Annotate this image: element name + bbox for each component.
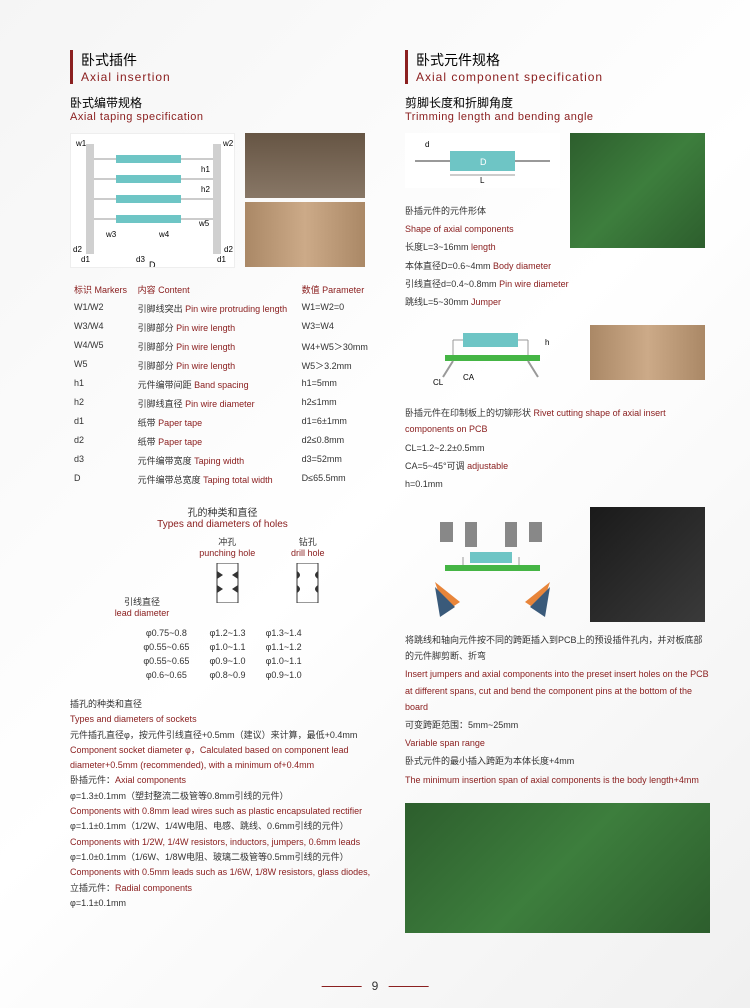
taping-diagram: w1 w2 h1 h2 w5 w3 w4 d2 d2 d1 d3 d1 D xyxy=(70,133,235,268)
insert-diagram xyxy=(405,507,580,622)
svg-text:d1: d1 xyxy=(217,255,226,264)
svg-text:D: D xyxy=(149,260,156,268)
svg-text:w2: w2 xyxy=(222,139,234,148)
svg-text:d3: d3 xyxy=(136,255,145,264)
lead-col: 引线直径 lead diameter xyxy=(115,535,170,618)
svg-text:d: d xyxy=(425,140,429,149)
hdr-en: Axial insertion xyxy=(81,70,375,84)
svg-text:w5: w5 xyxy=(198,219,210,228)
hdr-cn: 卧式插件 xyxy=(81,50,375,70)
svg-text:w4: w4 xyxy=(158,230,170,239)
svg-text:w1: w1 xyxy=(75,139,87,148)
left-subheader: 卧式编带规格 Axial taping specification xyxy=(70,94,375,123)
insert-specs: 将跳线和轴向元件按不同的跨距插入到PCB上的预设插件孔内，并对板底部的元件脚剪断… xyxy=(405,632,710,788)
svg-text:CL: CL xyxy=(433,378,444,387)
rivet-diagram: CL CA h xyxy=(405,325,580,395)
page-number: 9 xyxy=(312,979,439,993)
svg-text:h1: h1 xyxy=(201,165,210,174)
holes-section: 孔的种类和直径 Types and diameters of holes 引线直… xyxy=(70,504,375,682)
svg-text:L: L xyxy=(480,176,485,185)
taping-diagram-row: w1 w2 h1 h2 w5 w3 w4 d2 d2 d1 d3 d1 D xyxy=(70,133,375,268)
shape-diagram: D d L xyxy=(405,133,560,188)
right-header: 卧式元件规格 Axial component specification xyxy=(405,50,710,84)
left-header: 卧式插件 Axial insertion xyxy=(70,50,375,84)
svg-text:d2: d2 xyxy=(224,245,233,254)
svg-text:h: h xyxy=(545,338,549,347)
svg-text:D: D xyxy=(480,157,487,167)
punch-col: 冲孔 punching hole xyxy=(199,535,255,618)
svg-text:w3: w3 xyxy=(105,230,117,239)
wire-photo xyxy=(245,133,365,198)
svg-text:CA: CA xyxy=(463,373,475,382)
right-subheader: 剪脚长度和折脚角度 Trimming length and bending an… xyxy=(405,94,710,123)
component-photo xyxy=(245,202,365,267)
socket-section: 插孔的种类和直径 Types and diameters of sockets … xyxy=(70,697,375,911)
svg-text:h2: h2 xyxy=(201,185,210,194)
drill-col: 钻孔 drill hole xyxy=(285,535,330,618)
rivet-specs: 卧插元件在印制板上的切铆形状 Rivet cutting shape of ax… xyxy=(405,405,710,492)
rivet-photo xyxy=(590,325,705,380)
svg-text:d1: d1 xyxy=(81,255,90,264)
machine-photo xyxy=(590,507,705,622)
pcb-array-photo xyxy=(405,803,710,933)
markers-table: 标识 Markers内容 Content数值 Parameter W1/W2引脚… xyxy=(70,280,375,489)
pcb-photo xyxy=(570,133,705,248)
svg-text:d2: d2 xyxy=(73,245,82,254)
